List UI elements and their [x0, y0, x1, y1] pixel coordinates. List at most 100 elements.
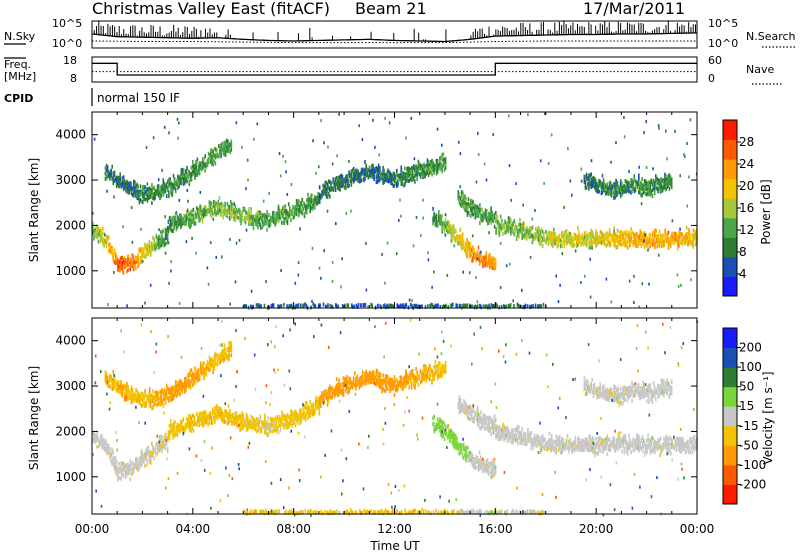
data-cell	[358, 124, 360, 128]
data-cell	[417, 171, 420, 176]
data-cell	[596, 185, 598, 190]
data-cell	[654, 241, 656, 246]
data-cell	[111, 164, 113, 169]
data-cell	[171, 222, 173, 227]
data-cell	[209, 241, 212, 245]
data-cell	[386, 179, 389, 183]
data-cell	[324, 191, 327, 196]
data-cell	[666, 177, 668, 181]
data-cell	[167, 227, 170, 232]
data-cell	[435, 217, 438, 222]
data-cell	[465, 248, 467, 253]
data-cell	[491, 210, 494, 215]
data-cell	[268, 305, 270, 310]
data-cell	[184, 222, 187, 227]
data-cell	[424, 305, 427, 309]
data-cell	[107, 303, 109, 307]
data-cell	[566, 233, 569, 238]
data-cell	[443, 157, 446, 162]
data-cell	[643, 244, 646, 249]
data-cell	[646, 238, 648, 243]
data-cell	[284, 208, 287, 213]
data-cell	[480, 213, 482, 218]
data-cell	[359, 179, 362, 184]
data-cell	[552, 237, 554, 242]
data-cell	[203, 157, 205, 162]
data-cell	[535, 232, 537, 236]
data-cell	[483, 261, 485, 266]
data-cell	[540, 234, 543, 239]
data-cell	[479, 210, 481, 215]
data-cell	[587, 176, 589, 181]
data-cell	[538, 234, 540, 238]
data-cell	[120, 256, 122, 261]
data-cell	[589, 174, 591, 178]
data-cell	[393, 172, 396, 177]
data-cell	[422, 167, 424, 171]
data-cell	[666, 231, 669, 236]
data-cell	[139, 455, 142, 460]
data-cell	[214, 200, 216, 205]
data-cell	[129, 261, 131, 266]
data-cell	[574, 234, 577, 239]
data-cell	[282, 154, 284, 158]
data-cell	[223, 152, 226, 157]
data-cell	[317, 201, 320, 205]
noise-right-tick-top: 10^5	[708, 17, 738, 30]
data-cell	[386, 170, 389, 174]
data-cell	[139, 248, 142, 253]
data-cell	[148, 244, 151, 249]
data-cell	[318, 185, 321, 190]
data-cell	[207, 209, 209, 214]
data-cell	[384, 173, 387, 178]
data-cell	[622, 185, 624, 190]
data-cell	[169, 184, 171, 189]
data-cell	[457, 234, 459, 239]
data-cell	[483, 304, 486, 309]
data-cell	[438, 165, 440, 170]
data-cell	[567, 239, 570, 244]
data-cell	[180, 223, 182, 228]
data-cell	[470, 258, 473, 263]
data-cell	[273, 213, 275, 218]
data-cell	[496, 219, 499, 224]
data-cell	[488, 216, 490, 221]
data-cell	[582, 242, 585, 247]
data-cell	[210, 151, 212, 156]
data-cell	[174, 181, 177, 186]
data-cell	[180, 218, 182, 223]
data-cell	[258, 222, 260, 227]
data-cell	[438, 214, 440, 219]
data-cell	[282, 209, 284, 214]
data-cell	[657, 181, 659, 185]
data-cell	[223, 208, 225, 213]
data-cell	[569, 231, 571, 235]
data-cell	[376, 175, 379, 180]
data-cell	[145, 254, 147, 259]
data-cell	[624, 236, 627, 240]
data-cell	[587, 235, 589, 240]
data-cell	[405, 172, 407, 176]
data-cell	[138, 200, 141, 205]
data-cell	[130, 263, 133, 267]
data-cell	[483, 255, 485, 260]
data-cell	[105, 244, 108, 249]
data-cell	[687, 237, 689, 242]
data-cell	[147, 452, 150, 457]
data-cell	[585, 176, 588, 181]
data-cell	[642, 183, 645, 188]
data-cell	[182, 176, 185, 181]
data-cell	[109, 176, 111, 181]
data-cell	[482, 304, 485, 309]
data-cell	[253, 214, 256, 219]
data-cell	[227, 209, 230, 214]
data-cell	[145, 457, 147, 461]
data-cell	[626, 184, 629, 189]
data-cell	[147, 247, 150, 252]
data-cell	[415, 169, 417, 174]
data-cell	[95, 230, 97, 235]
data-cell	[394, 181, 397, 186]
data-cell	[539, 303, 541, 308]
data-cell	[457, 241, 459, 246]
data-cell	[122, 225, 124, 229]
